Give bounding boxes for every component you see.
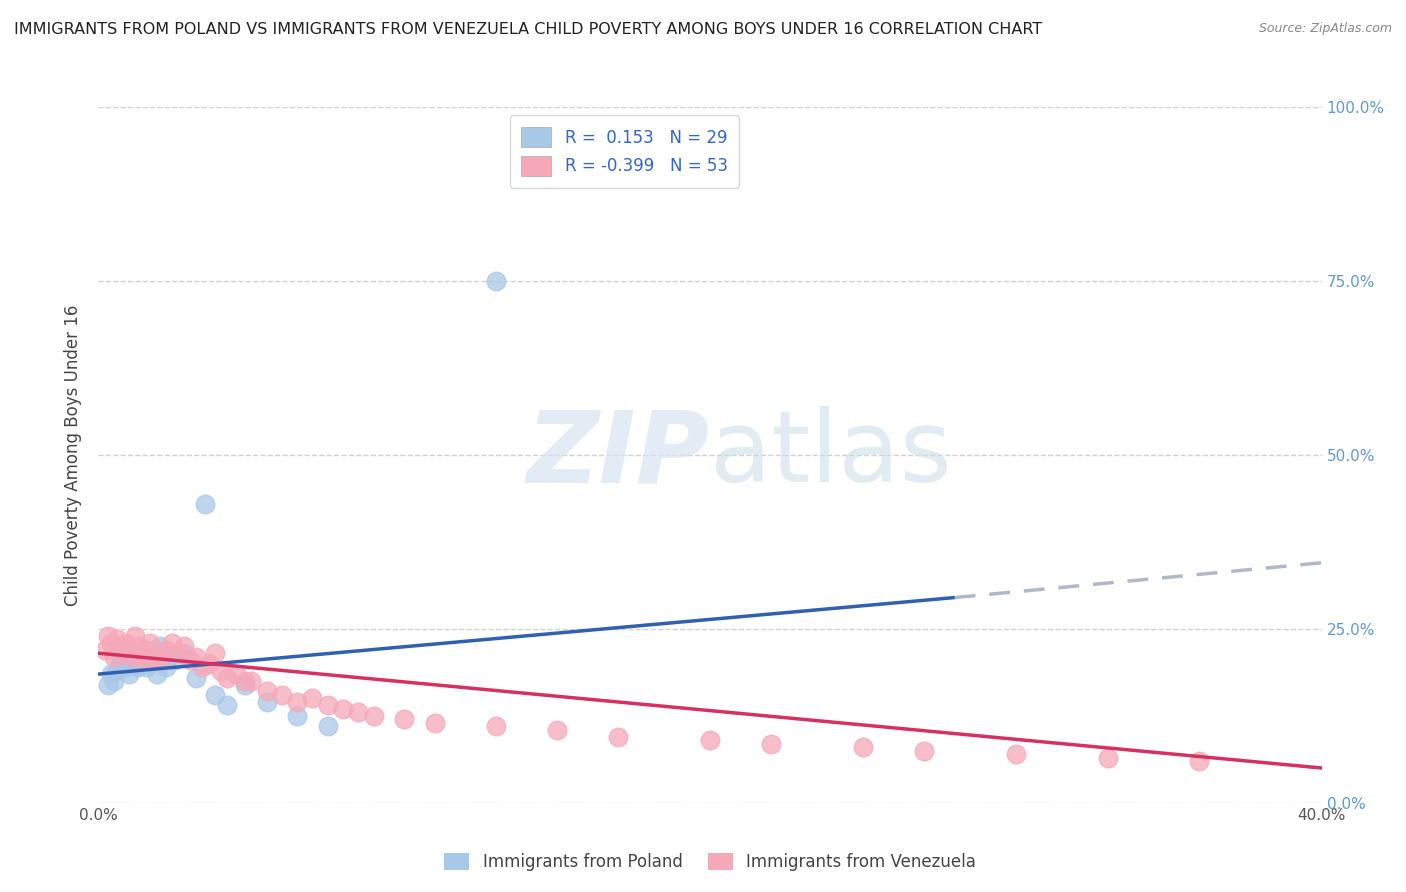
- Text: Source: ZipAtlas.com: Source: ZipAtlas.com: [1258, 22, 1392, 36]
- Point: [155, 660, 177, 674]
- Point: [270, 688, 292, 702]
- Point: [97, 629, 120, 643]
- Point: [186, 649, 208, 664]
- Point: [209, 664, 232, 678]
- Point: [145, 646, 167, 660]
- Point: [173, 646, 195, 660]
- Point: [240, 674, 263, 689]
- Point: [285, 695, 308, 709]
- Point: [127, 639, 149, 653]
- Point: [191, 660, 214, 674]
- Point: [546, 723, 568, 737]
- Point: [332, 702, 354, 716]
- Point: [204, 646, 226, 660]
- Point: [121, 649, 143, 664]
- Point: [301, 691, 323, 706]
- Point: [363, 708, 385, 723]
- Point: [149, 639, 172, 653]
- Point: [1004, 747, 1026, 761]
- Point: [124, 657, 146, 671]
- Text: atlas: atlas: [710, 407, 952, 503]
- Point: [256, 684, 278, 698]
- Point: [215, 671, 238, 685]
- Point: [115, 636, 138, 650]
- Point: [100, 636, 122, 650]
- Point: [103, 674, 125, 689]
- Point: [173, 639, 195, 653]
- Point: [316, 719, 339, 733]
- Point: [129, 646, 152, 660]
- Point: [100, 667, 122, 681]
- Point: [852, 740, 875, 755]
- Point: [485, 274, 508, 288]
- Point: [134, 657, 156, 671]
- Point: [485, 719, 508, 733]
- Point: [136, 660, 159, 674]
- Point: [347, 706, 370, 720]
- Point: [912, 744, 935, 758]
- Point: [233, 677, 256, 691]
- Point: [129, 646, 152, 660]
- Point: [225, 667, 247, 681]
- Text: ZIP: ZIP: [527, 407, 710, 503]
- Point: [124, 629, 146, 643]
- Point: [155, 642, 177, 657]
- Point: [392, 712, 416, 726]
- Point: [1188, 754, 1211, 768]
- Y-axis label: Child Poverty Among Boys Under 16: Child Poverty Among Boys Under 16: [65, 304, 83, 606]
- Point: [179, 653, 201, 667]
- Point: [233, 674, 256, 689]
- Point: [160, 636, 183, 650]
- Text: IMMIGRANTS FROM POLAND VS IMMIGRANTS FROM VENEZUELA CHILD POVERTY AMONG BOYS UND: IMMIGRANTS FROM POLAND VS IMMIGRANTS FRO…: [14, 22, 1042, 37]
- Point: [759, 737, 782, 751]
- Point: [316, 698, 339, 713]
- Point: [145, 667, 167, 681]
- Point: [97, 677, 120, 691]
- Point: [103, 649, 125, 664]
- Point: [108, 657, 131, 671]
- Point: [118, 642, 141, 657]
- Point: [194, 497, 217, 511]
- Point: [215, 698, 238, 713]
- Point: [1097, 750, 1119, 764]
- Point: [285, 708, 308, 723]
- Point: [111, 646, 134, 660]
- Point: [163, 653, 186, 667]
- Point: [699, 733, 721, 747]
- Point: [134, 653, 156, 667]
- Point: [105, 664, 128, 678]
- Point: [121, 649, 143, 664]
- Point: [186, 671, 208, 685]
- Point: [256, 695, 278, 709]
- Point: [149, 653, 172, 667]
- Point: [423, 715, 446, 730]
- Point: [115, 660, 138, 674]
- Point: [142, 649, 165, 664]
- Point: [108, 639, 131, 653]
- Legend: Immigrants from Poland, Immigrants from Venezuela: Immigrants from Poland, Immigrants from …: [437, 847, 983, 878]
- Point: [93, 642, 115, 657]
- Point: [167, 646, 190, 660]
- Point: [111, 649, 134, 664]
- Point: [127, 660, 149, 674]
- Point: [204, 688, 226, 702]
- Point: [136, 642, 159, 657]
- Point: [105, 632, 128, 647]
- Point: [607, 730, 630, 744]
- Point: [118, 667, 141, 681]
- Point: [142, 649, 165, 664]
- Point: [197, 657, 219, 671]
- Point: [139, 636, 162, 650]
